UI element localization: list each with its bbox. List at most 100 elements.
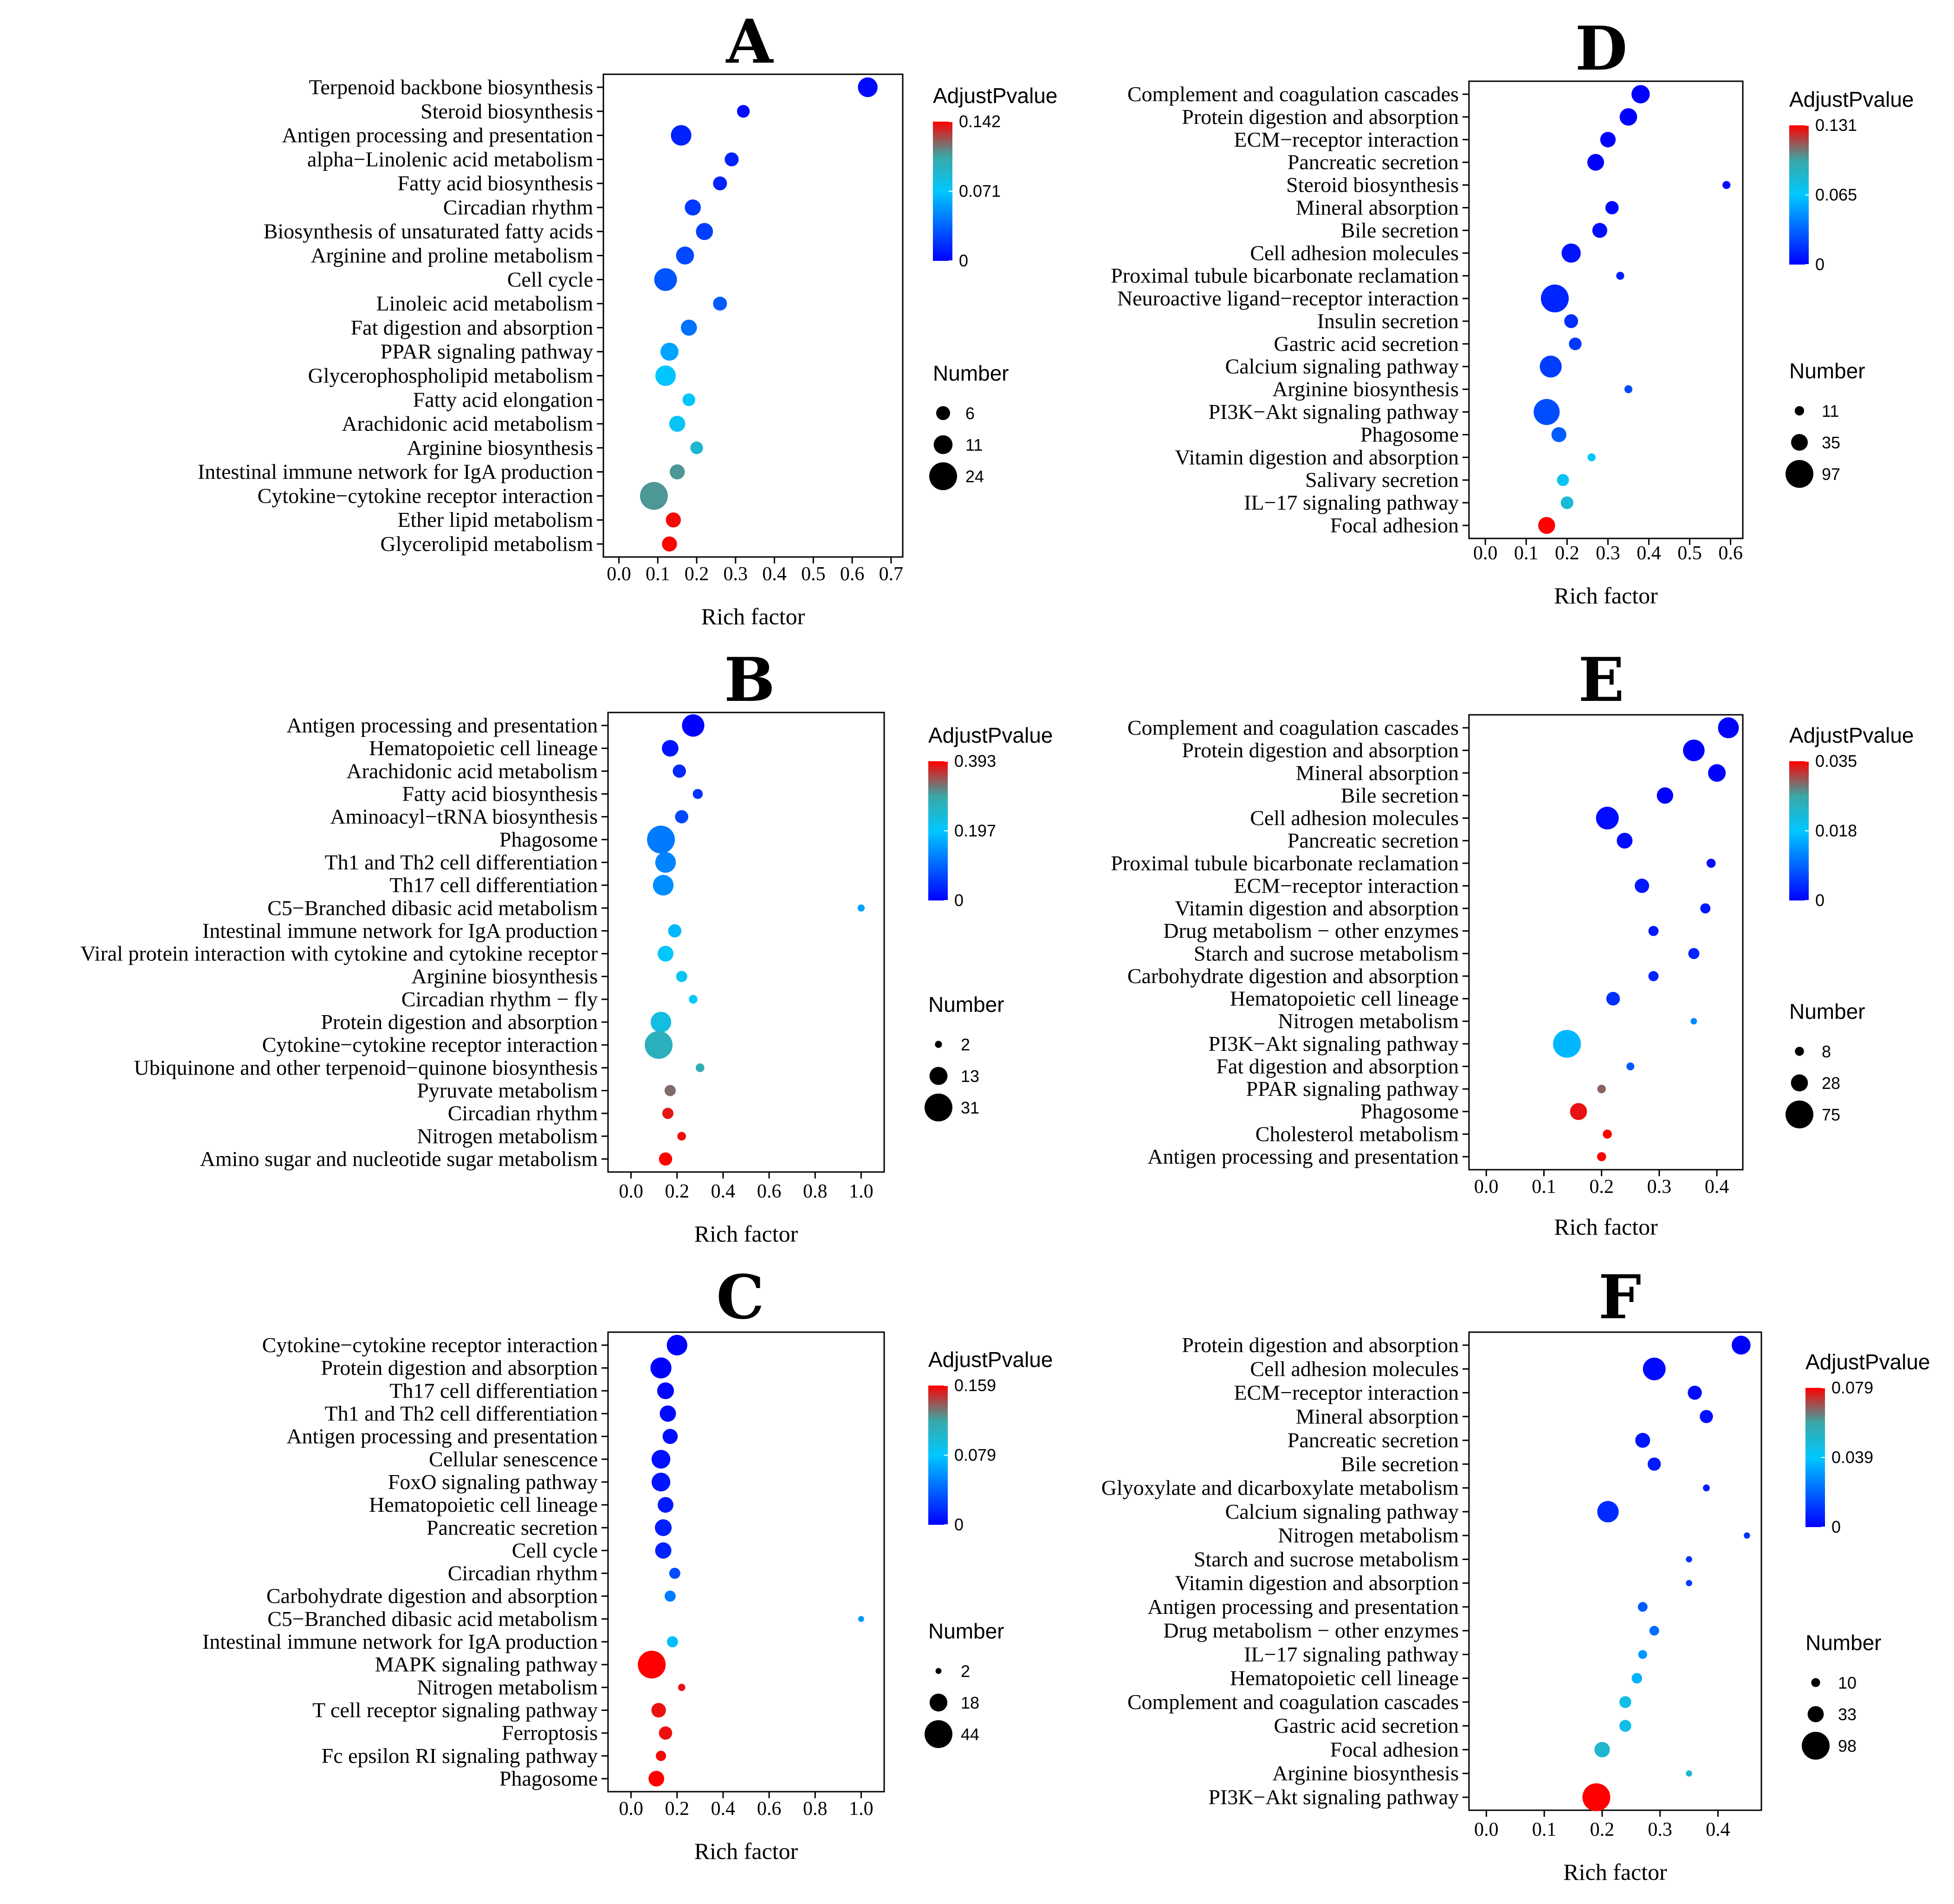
panel-letter: E <box>1578 644 1624 715</box>
pathway-label: Pancreatic secretion <box>1288 829 1459 852</box>
data-point <box>1703 1484 1710 1492</box>
data-point <box>666 512 681 528</box>
data-point <box>1631 85 1650 104</box>
data-point <box>651 1703 666 1718</box>
size-legend-dot <box>935 1668 942 1674</box>
x-tick-label: 0.2 <box>665 1798 690 1820</box>
size-legend-label: 31 <box>961 1098 979 1117</box>
x-tick-label: 0.0 <box>1474 1819 1499 1840</box>
data-point <box>1540 285 1569 313</box>
data-point <box>1570 1103 1587 1120</box>
data-point <box>1649 1626 1659 1636</box>
x-tick-label: 0.1 <box>1532 1176 1556 1198</box>
color-bar-label: 0.159 <box>954 1376 996 1395</box>
data-point <box>1637 1602 1648 1612</box>
data-point <box>647 825 675 854</box>
data-point <box>651 1450 671 1469</box>
pathway-label: Bile secretion <box>1341 1452 1459 1476</box>
data-point <box>1561 243 1581 263</box>
color-bar-label: 0.393 <box>954 751 996 771</box>
pathway-label: Nitrogen metabolism <box>417 1124 598 1148</box>
data-point <box>660 343 679 361</box>
pathway-label: Vitamin digestion and absorption <box>1175 896 1459 920</box>
size-legend-dot <box>929 1067 948 1085</box>
x-axis-title: Rich factor <box>701 603 805 629</box>
x-tick-label: 0.0 <box>1474 1176 1499 1198</box>
size-legend-label: 28 <box>1822 1074 1840 1093</box>
data-point <box>1744 1532 1750 1539</box>
x-axis-title: Rich factor <box>1563 1859 1667 1885</box>
pathway-label: Focal adhesion <box>1330 513 1459 537</box>
pathway-label: Arginine biosynthesis <box>1272 1762 1459 1785</box>
pathway-label: Protein digestion and absorption <box>321 1356 598 1379</box>
pathway-label: Intestinal immune network for IgA produc… <box>202 1630 598 1653</box>
pathway-label: Starch and sucrose metabolism <box>1194 1547 1459 1571</box>
x-tick-label: 0.0 <box>607 563 631 585</box>
data-point <box>645 1031 673 1059</box>
pathway-label: Circadian rhythm <box>443 195 593 219</box>
x-tick-label: 0.0 <box>619 1181 643 1202</box>
color-bar-label: 0 <box>1831 1517 1841 1536</box>
pathway-label: Carbohydrate digestion and absorption <box>1127 964 1459 988</box>
data-point <box>648 1771 665 1787</box>
size-legend-label: 33 <box>1838 1705 1857 1724</box>
pathway-label: Linoleic acid metabolism <box>376 291 593 315</box>
data-point <box>713 297 727 311</box>
x-tick-label: 0.8 <box>803 1798 828 1820</box>
color-bar-label: 0 <box>1815 891 1825 910</box>
pathway-label: Fat digestion and absorption <box>350 316 593 339</box>
data-point <box>1582 1783 1611 1811</box>
size-legend-dot <box>1795 1047 1804 1056</box>
data-point <box>654 1519 672 1536</box>
x-tick-label: 0.4 <box>711 1798 736 1820</box>
data-point <box>1533 399 1560 425</box>
data-point <box>676 971 687 982</box>
pathway-label: Drug metabolism − other enzymes <box>1163 919 1459 943</box>
pathway-label: Pyruvate metabolism <box>417 1079 598 1102</box>
size-legend-dot <box>1811 1678 1820 1687</box>
pathway-label: Antigen processing and presentation <box>286 1425 598 1448</box>
pathway-label: ECM−receptor interaction <box>1234 128 1459 151</box>
data-point <box>725 152 739 167</box>
pathway-label: Hematopoietic cell lineage <box>369 736 598 760</box>
color-bar-label: 0.035 <box>1815 751 1857 771</box>
data-point <box>696 223 713 240</box>
x-tick-label: 0.5 <box>1677 543 1702 564</box>
pathway-label: Arginine biosynthesis <box>1272 377 1459 401</box>
pathway-label: IL−17 signaling pathway <box>1244 1642 1459 1666</box>
data-point <box>1690 1018 1697 1025</box>
data-point <box>1616 272 1624 280</box>
size-legend: Number 2 18 44 <box>925 1619 1004 1748</box>
data-point <box>1594 1742 1610 1758</box>
color-legend: AdjustPvalue 0.079 0.039 0 <box>1805 1350 1930 1536</box>
size-legend-dot <box>1794 406 1805 416</box>
panel-letter: A <box>725 6 774 77</box>
pathway-label: Cell adhesion molecules <box>1250 806 1459 830</box>
pathway-label: Mineral absorption <box>1296 195 1459 219</box>
data-point <box>668 924 682 938</box>
x-tick-label: 0.1 <box>646 563 670 585</box>
color-legend-title: AdjustPvalue <box>1789 87 1914 111</box>
size-legend-dot <box>1791 1074 1808 1092</box>
color-legend-title: AdjustPvalue <box>928 723 1053 747</box>
size-legend-label: 13 <box>961 1067 979 1086</box>
size-legend: Number 6 11 24 <box>929 361 1009 490</box>
pathway-label: PI3K−Akt signaling pathway <box>1208 1785 1459 1809</box>
x-tick-label: 1.0 <box>849 1798 873 1820</box>
color-bar-label: 0.079 <box>1831 1378 1873 1397</box>
pathway-label: Intestinal immune network for IgA produc… <box>202 919 598 942</box>
pathway-label: Gastric acid secretion <box>1274 332 1459 356</box>
pathway-label: Circadian rhythm − fly <box>401 987 598 1011</box>
size-legend-dot <box>935 1041 942 1048</box>
data-point <box>1587 453 1596 461</box>
pathway-label: ECM−receptor interaction <box>1234 874 1459 897</box>
size-legend-label: 8 <box>1822 1042 1831 1061</box>
data-point <box>689 995 698 1004</box>
data-point <box>1686 1770 1692 1777</box>
data-point <box>1569 337 1582 350</box>
data-point <box>1700 903 1711 914</box>
x-tick-label: 0.4 <box>762 563 787 585</box>
pathway-label: PI3K−Akt signaling pathway <box>1208 1032 1459 1056</box>
data-point <box>690 441 703 454</box>
data-point <box>682 714 705 737</box>
